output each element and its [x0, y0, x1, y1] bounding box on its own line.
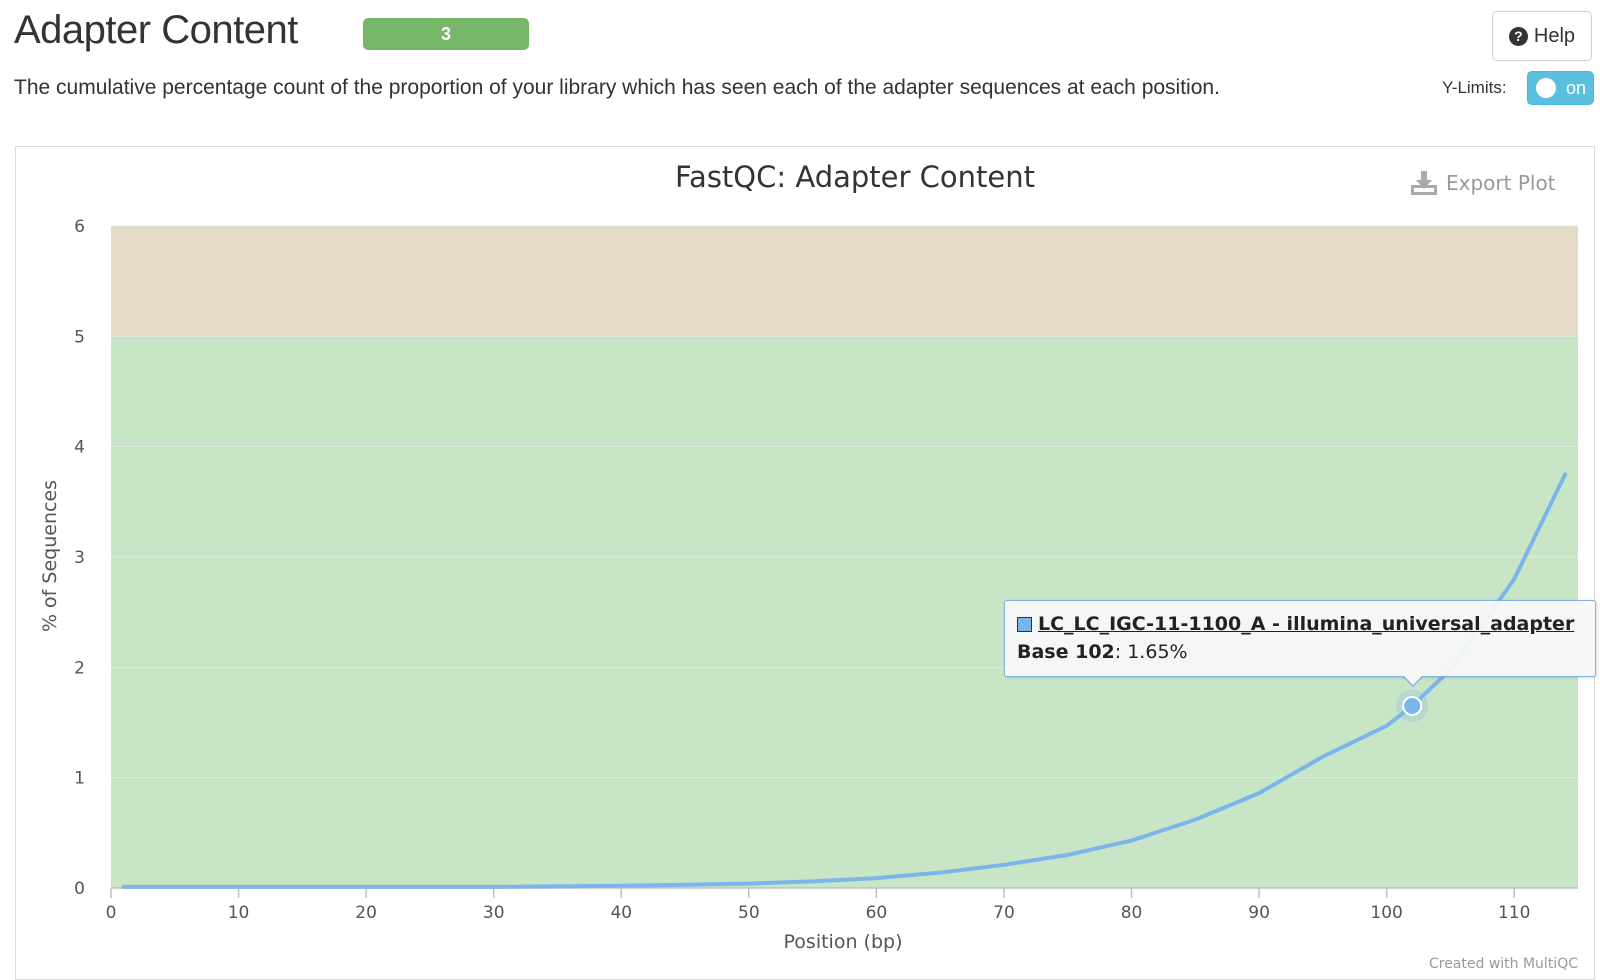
plot-band-1: [111, 226, 1578, 337]
x-tick-label: 0: [106, 903, 117, 923]
series-swatch: [1017, 616, 1032, 632]
y-tick-label: 2: [74, 658, 85, 678]
x-tick-label: 110: [1498, 903, 1530, 923]
section-description: The cumulative percentage count of the p…: [14, 76, 1220, 99]
x-tick-label: 100: [1370, 903, 1402, 923]
x-tick-label: 80: [1121, 903, 1143, 923]
help-label: Help: [1533, 24, 1576, 47]
chart-title: FastQC: Adapter Content: [675, 160, 1035, 194]
help-button[interactable]: ? Help: [1492, 11, 1592, 61]
multiqc-credit: Created with MultiQC: [1429, 956, 1578, 972]
x-axis-title: Position (bp): [784, 931, 903, 953]
y-axis-title: % of Sequences: [39, 480, 61, 632]
x-tick-label: 40: [610, 903, 632, 923]
y-tick-label: 0: [74, 879, 85, 899]
question-circle-icon: ?: [1508, 26, 1528, 46]
x-tick-label: 30: [483, 903, 505, 923]
tooltip-point-value: : 1.65%: [1114, 641, 1188, 663]
export-plot-button[interactable]: Export Plot: [1410, 165, 1556, 201]
tooltip-series-name: LC_LC_IGC-11-1100_A - illumina_universal…: [1038, 613, 1575, 635]
toggle-state-label: on: [1566, 77, 1587, 98]
y-tick-label: 5: [74, 327, 85, 347]
x-tick-label: 90: [1248, 903, 1270, 923]
ylimits-toggle[interactable]: on: [1527, 71, 1594, 105]
y-tick-label: 4: [74, 438, 85, 458]
series-line[interactable]: [121, 472, 1568, 889]
y-tick-label: 6: [74, 217, 85, 237]
y-tick-label: 1: [74, 769, 85, 789]
tooltip-arrow-fill: [1403, 675, 1423, 685]
x-tick-label: 50: [738, 903, 760, 923]
export-plot-label: Export Plot: [1446, 171, 1556, 195]
data-tooltip: LC_LC_IGC-11-1100_A - illumina_universal…: [1004, 600, 1596, 677]
page-title: Adapter Content: [14, 8, 298, 52]
tooltip-point-label: Base 102: [1017, 641, 1115, 663]
x-tick-label: 60: [866, 903, 888, 923]
toggle-knob: [1536, 78, 1556, 98]
hover-point[interactable]: [1402, 695, 1423, 716]
x-tick-label: 20: [355, 903, 377, 923]
x-tick-label: 70: [993, 903, 1015, 923]
ylimits-label: Y-Limits:: [1442, 78, 1507, 97]
x-tick-label: 10: [228, 903, 250, 923]
y-tick-label: 3: [74, 548, 85, 568]
download-icon: [1411, 171, 1437, 195]
status-badge: 3: [363, 18, 529, 50]
